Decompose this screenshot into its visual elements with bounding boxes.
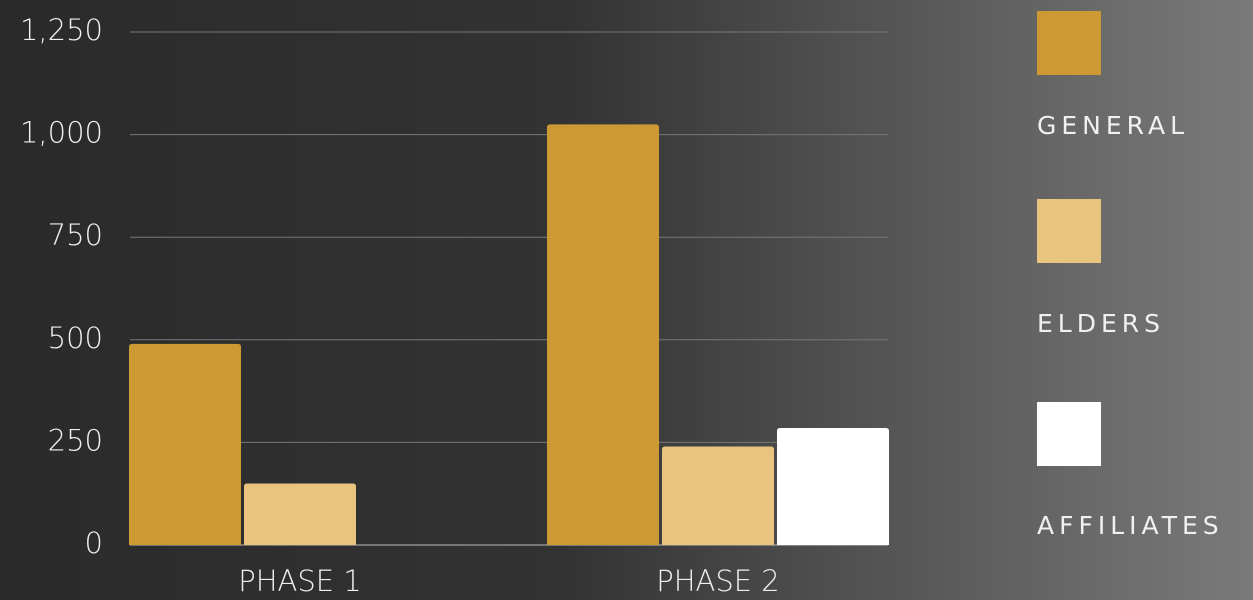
legend-swatch [1037,199,1101,263]
y-tick-label: 1,000 [20,116,103,150]
legend-label: AFFILIATES [1037,511,1224,540]
x-tick-label: PHASE 1 [238,564,362,598]
bar [129,343,241,545]
y-tick-label: 500 [48,321,103,355]
x-tick-label: PHASE 2 [656,564,780,598]
bar [777,428,889,545]
bar [662,446,774,545]
legend-swatch [1037,11,1101,75]
y-tick-label: 0 [85,526,103,560]
legend-swatch [1037,402,1101,466]
y-tick-label: 1,250 [20,13,103,47]
bar [547,124,659,545]
bar [244,483,356,545]
legend-label: ELDERS [1037,309,1165,338]
y-tick-label: 250 [48,423,103,457]
legend-label: GENERAL [1037,111,1189,140]
y-tick-label: 750 [48,218,103,252]
